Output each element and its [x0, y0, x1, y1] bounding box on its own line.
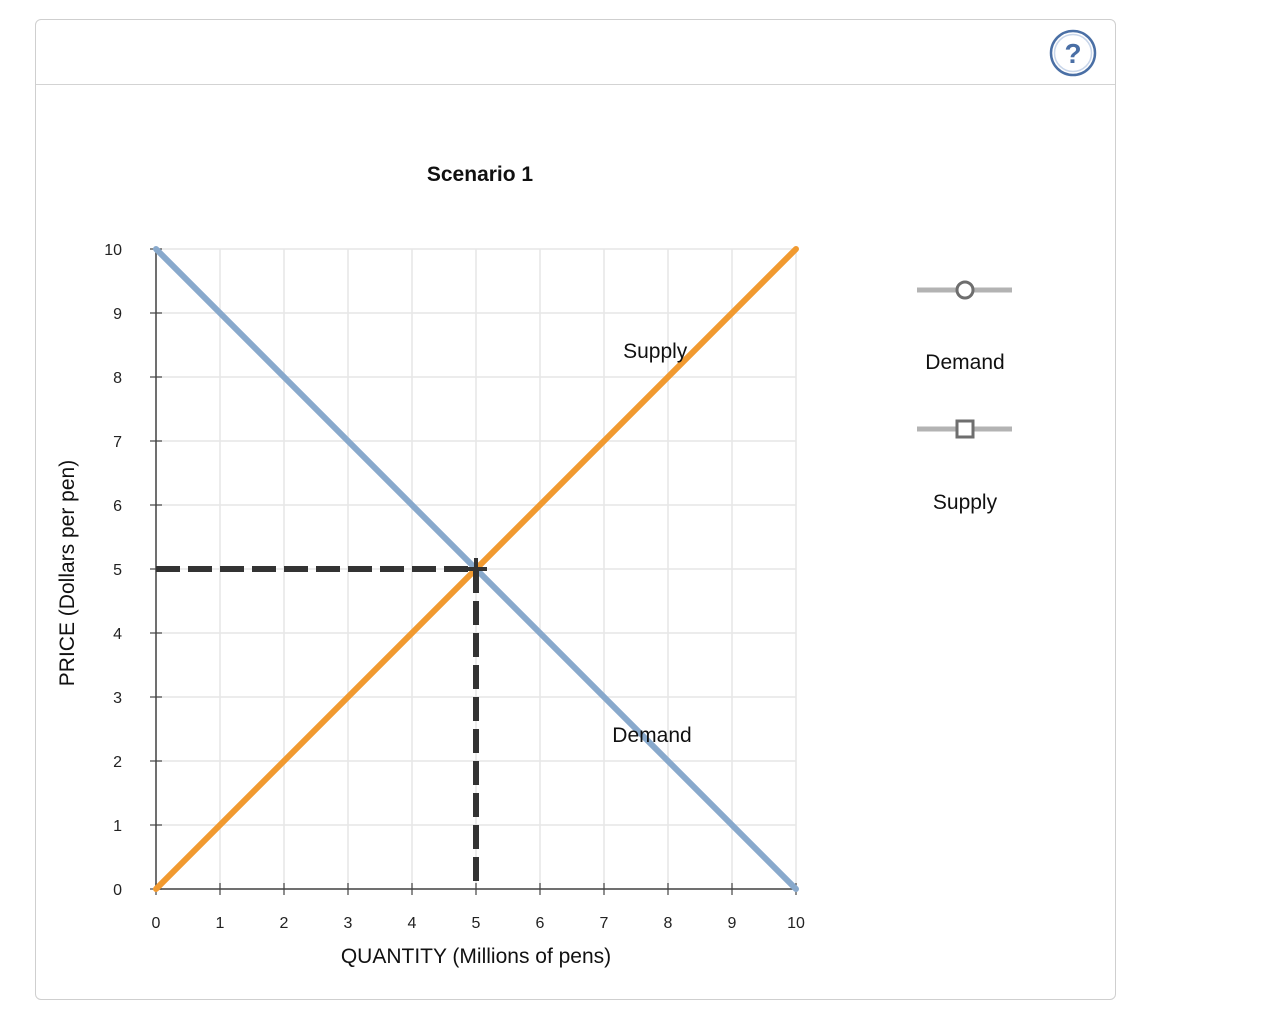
y-tick-label: 2 [113, 754, 122, 771]
chart-legend[interactable]: Demand Supply [917, 280, 1012, 514]
panel-divider [36, 84, 1115, 85]
y-tick-label: 9 [113, 306, 122, 323]
help-circle [1049, 29, 1097, 77]
square-marker-icon[interactable] [955, 419, 975, 439]
y-tick-label: 6 [113, 498, 122, 515]
x-tick-label: 2 [280, 915, 289, 932]
x-tick-label: 4 [408, 915, 417, 932]
graph-panel [35, 19, 1116, 1000]
x-tick-label: 6 [536, 915, 545, 932]
x-tick-label: 1 [216, 915, 225, 932]
y-tick-labels: 0 1 2 3 4 5 6 7 8 9 10 [104, 242, 122, 899]
x-tick-label: 9 [728, 915, 737, 932]
y-tick-label: 7 [113, 434, 122, 451]
circle-marker-icon[interactable] [955, 280, 975, 300]
help-inner-ring [1053, 33, 1093, 73]
y-tick-label: 5 [113, 562, 122, 579]
legend-item-supply[interactable]: Supply [917, 419, 1012, 514]
y-tick-label: 1 [113, 818, 122, 835]
y-axis-title: PRICE (Dollars per pen) [56, 460, 79, 686]
y-tick-label: 3 [113, 690, 122, 707]
x-tick-label: 7 [600, 915, 609, 932]
legend-label-supply: Supply [933, 491, 998, 514]
chart-title: Scenario 1 [427, 163, 534, 186]
legend-label-demand: Demand [925, 351, 1004, 374]
equilibrium-guides[interactable] [156, 558, 487, 889]
x-axis-title: QUANTITY (Millions of pens) [341, 945, 611, 968]
help-icon[interactable]: ? [1049, 29, 1097, 77]
x-tick-label: 10 [787, 915, 805, 932]
x-tick-label: 3 [344, 915, 353, 932]
y-tick-label: 10 [104, 242, 122, 259]
x-tick-label: 8 [664, 915, 673, 932]
curve-label-demand: Demand [612, 724, 691, 747]
x-tick-label: 0 [152, 915, 161, 932]
legend-item-demand[interactable]: Demand [917, 280, 1012, 374]
y-tick-label: 8 [113, 370, 122, 387]
x-tick-labels: 0 1 2 3 4 5 6 7 8 9 10 [152, 915, 805, 932]
x-tick-label: 5 [472, 915, 481, 932]
y-tick-label: 4 [113, 626, 122, 643]
curve-labels: Supply Demand [612, 340, 691, 747]
help-glyph: ? [1064, 38, 1081, 69]
curve-label-supply: Supply [623, 340, 688, 363]
y-tick-label: 0 [113, 882, 122, 899]
